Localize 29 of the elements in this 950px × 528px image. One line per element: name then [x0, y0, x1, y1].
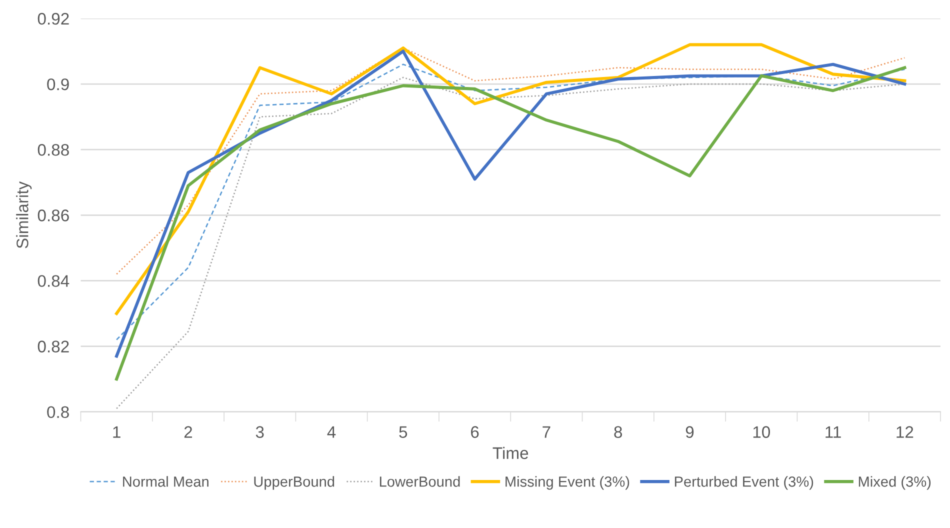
y-tick-label: 0.8	[47, 406, 69, 418]
x-tick-label: 7	[542, 426, 550, 438]
legend-label: Normal Mean	[123, 476, 208, 487]
x-tick-label: 1	[113, 426, 120, 438]
legend-label: LowerBound	[380, 476, 460, 487]
legend-label: Mixed (3%)	[858, 476, 931, 490]
x-axis-title: Time	[492, 446, 528, 460]
x-tick-label: 11	[826, 426, 841, 438]
y-axis-title: Similarity	[16, 181, 32, 248]
legend-label: Perturbed Event (3%)	[674, 476, 814, 490]
line-series	[115, 43, 906, 316]
x-tick-label: 2	[184, 426, 192, 438]
line-series	[116, 47, 906, 275]
x-tick-label: 5	[399, 426, 408, 438]
x-tick-label: 8	[614, 426, 622, 438]
x-tick-label: 3	[256, 426, 264, 438]
x-tick-label: 6	[471, 426, 479, 438]
x-tick-label: 10	[753, 426, 770, 438]
x-tick-label: 9	[686, 426, 694, 438]
y-tick-label: 0.82	[38, 340, 69, 352]
x-tick-label: 4	[327, 426, 336, 438]
legend-label: UpperBound	[254, 476, 334, 490]
y-tick-label: 0.92	[38, 12, 69, 25]
y-tick-label: 0.86	[38, 210, 69, 222]
y-tick-label: 0.84	[38, 275, 70, 287]
x-tick-label: 12	[896, 426, 914, 438]
y-tick-label: 0.9	[47, 78, 69, 90]
legend-label: Missing Event (3%)	[506, 476, 630, 490]
y-tick-label: 0.88	[38, 144, 69, 156]
